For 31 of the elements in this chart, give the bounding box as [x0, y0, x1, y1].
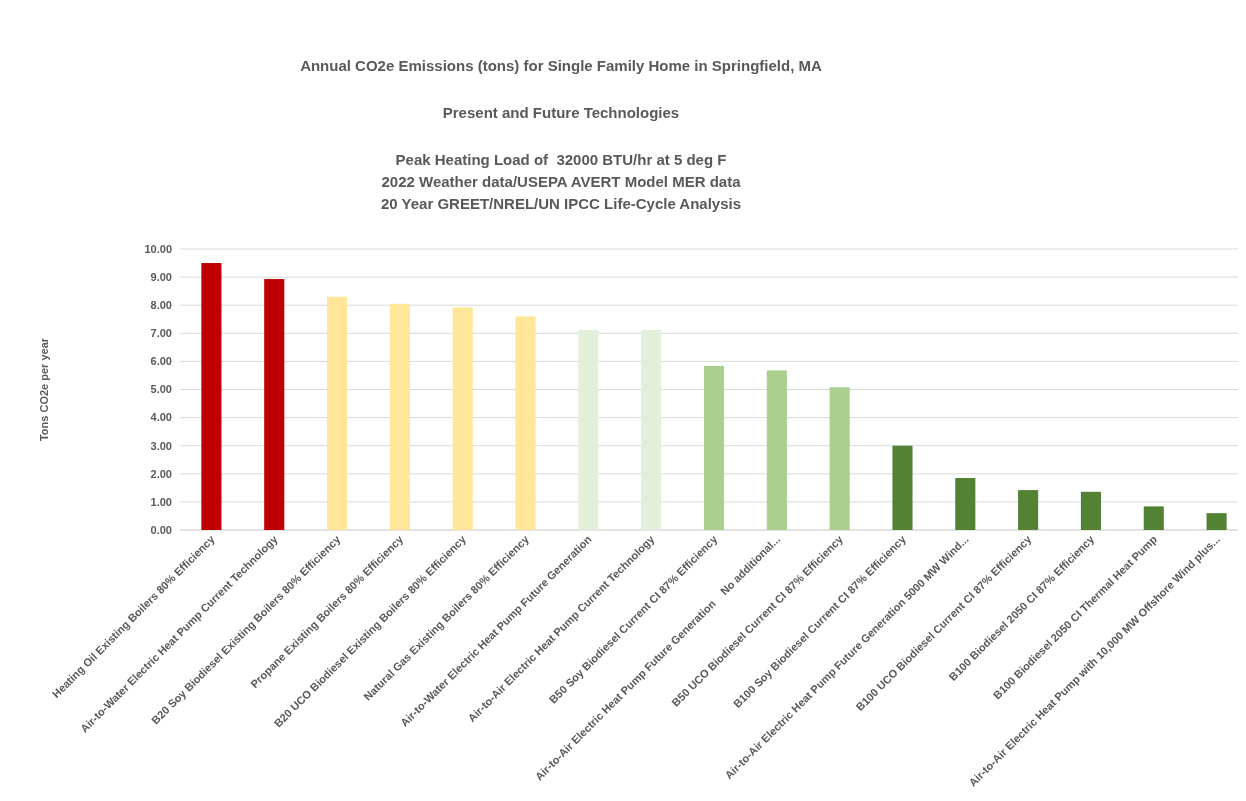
bar [389, 303, 410, 530]
bar [829, 387, 850, 530]
y-tick-label: 3.00 [150, 439, 172, 452]
chart-title: Annual CO2e Emissions (tons) for Single Family Home in Springfield, MA [300, 57, 823, 74]
y-tick-label: 1.00 [150, 495, 172, 508]
y-tick-label: 6.00 [150, 355, 172, 368]
bar [955, 478, 976, 530]
bar [515, 316, 536, 530]
bar [766, 370, 787, 530]
bar [452, 307, 473, 530]
bar [1018, 490, 1039, 530]
y-tick-label: 2.00 [150, 467, 172, 480]
bar [1206, 513, 1227, 530]
bar [201, 263, 222, 530]
bar [641, 329, 662, 530]
y-tick-label: 10.00 [144, 242, 172, 255]
y-axis-title: Tons CO2e per year [38, 337, 50, 442]
text: Present and Future Technologies Peak Heating Load of 32000 BTU/hr at 5 deg F 2022 Weather data/USEPA AVERT Model MER data 20 Year GREET/NREL/UN IPCC Life-Cycle Analysis [380, 104, 742, 212]
bar [1080, 491, 1101, 530]
bar [892, 445, 913, 530]
y-tick-label: 4.00 [150, 411, 172, 424]
y-tick-label: 5.00 [150, 383, 172, 396]
y-tick-label: 8.00 [150, 299, 172, 312]
bar [703, 365, 725, 530]
bar [1143, 506, 1164, 530]
y-tick-label: 0.00 [150, 523, 172, 536]
y-tick-label: 7.00 [150, 327, 172, 340]
y-tick-label: 9.00 [150, 270, 172, 283]
bar [327, 296, 348, 530]
bar [578, 329, 599, 530]
bar [264, 279, 285, 530]
